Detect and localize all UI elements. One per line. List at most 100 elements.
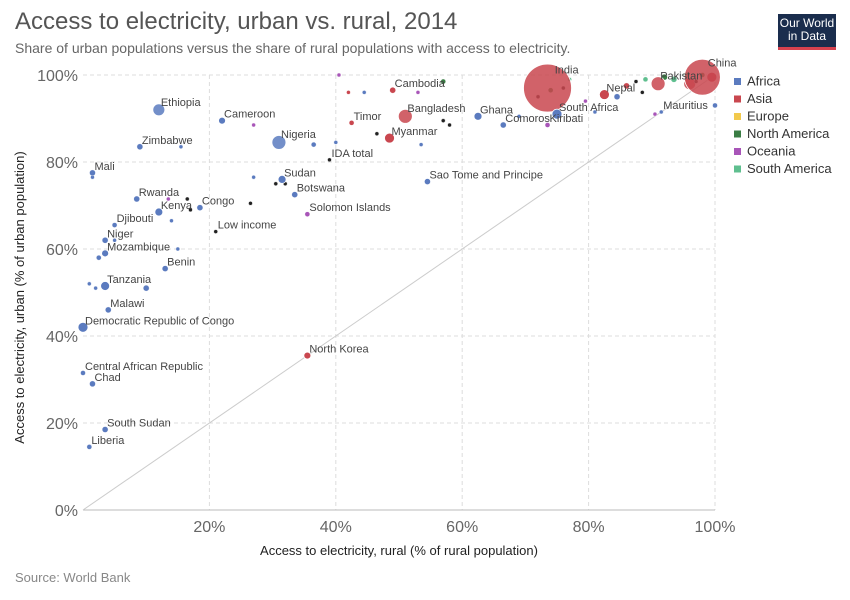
data-point-mali[interactable] [89, 169, 96, 177]
legend-item[interactable]: Oceania [747, 144, 796, 159]
data-point-north-korea[interactable] [303, 351, 312, 360]
data-point[interactable] [592, 109, 598, 115]
data-point[interactable] [447, 122, 452, 128]
data-point-mauritius[interactable] [659, 109, 664, 115]
data-point-myanmar[interactable] [384, 132, 395, 144]
data-point[interactable] [516, 114, 522, 119]
data-point-malawi[interactable] [105, 306, 112, 314]
data-point[interactable] [248, 201, 253, 206]
point-label: Solomon Islands [309, 202, 391, 214]
data-point-comoros[interactable] [500, 121, 507, 129]
data-point-china[interactable] [683, 58, 721, 96]
data-point-bangladesh[interactable] [397, 108, 413, 124]
data-point-mozambique[interactable] [101, 249, 110, 258]
data-point-sudan[interactable] [277, 174, 287, 184]
data-point-kenya[interactable] [154, 207, 164, 217]
data-point[interactable] [251, 175, 256, 180]
data-point-cambodia[interactable] [389, 87, 396, 94]
legend-swatch [734, 165, 741, 173]
data-point[interactable] [175, 246, 181, 252]
data-point[interactable] [273, 181, 278, 186]
data-point-ghana[interactable] [473, 111, 483, 121]
data-point-kiribati[interactable] [544, 122, 551, 128]
data-point[interactable] [96, 255, 102, 261]
data-point-solomon-islands[interactable] [304, 211, 311, 217]
legend-item[interactable]: North America [747, 126, 830, 141]
data-point[interactable] [178, 144, 184, 149]
data-point[interactable] [87, 281, 92, 286]
data-point[interactable] [112, 238, 117, 243]
y-axis-title: Access to electricity, urban (% of urban… [12, 151, 27, 443]
point-label: Kiribati [550, 113, 584, 125]
y-tick-label: 80% [46, 155, 78, 172]
legend[interactable]: Africa Asia Europe North America Oceania Sout… [734, 74, 832, 177]
data-point[interactable] [93, 285, 98, 291]
data-point[interactable] [362, 90, 367, 95]
legend-item[interactable]: South America [747, 161, 832, 176]
data-point[interactable] [415, 90, 421, 95]
data-point-sao-tome-and-principe[interactable] [424, 178, 431, 185]
chart-subtitle: Share of urban populations versus the sh… [15, 40, 571, 56]
data-point-south-sudan[interactable] [101, 426, 109, 433]
data-point-ida-total[interactable] [327, 157, 332, 163]
y-tick-label: 40% [46, 329, 78, 346]
chart-title: Access to electricity, urban vs. rural, … [15, 8, 458, 35]
data-point-botswana[interactable] [291, 191, 298, 198]
data-point[interactable] [613, 93, 621, 100]
legend-item[interactable]: Africa [747, 74, 781, 89]
data-point-rwanda[interactable] [133, 195, 140, 203]
data-point[interactable] [441, 118, 446, 123]
data-point-niger[interactable] [101, 237, 109, 244]
data-point-nigeria[interactable] [271, 135, 287, 150]
legend-item[interactable]: Europe [747, 109, 789, 124]
data-point-djibouti[interactable] [111, 222, 118, 228]
data-point[interactable] [333, 140, 338, 145]
data-point[interactable] [188, 207, 193, 213]
data-point[interactable] [633, 79, 639, 84]
data-point[interactable] [440, 78, 446, 85]
point-label: Cameroon [224, 109, 275, 121]
data-point-south-africa[interactable] [551, 108, 563, 120]
data-point-liberia[interactable] [86, 444, 93, 450]
data-point-zimbabwe[interactable] [136, 143, 144, 150]
data-point[interactable] [346, 90, 351, 95]
data-point[interactable] [583, 98, 588, 104]
data-point-timor[interactable] [348, 120, 355, 126]
data-point[interactable] [336, 72, 342, 78]
legend-swatch [734, 78, 741, 85]
data-point[interactable] [374, 131, 380, 136]
data-point[interactable] [670, 76, 678, 83]
data-point[interactable] [418, 142, 424, 147]
owid-logo[interactable]: Our World in Data [778, 14, 836, 50]
data-point[interactable] [712, 102, 718, 109]
point-label: IDA total [331, 148, 373, 160]
data-point[interactable] [310, 141, 317, 148]
data-point[interactable] [142, 284, 150, 292]
data-point[interactable] [185, 196, 190, 202]
data-point-central-african-republic[interactable] [80, 370, 86, 376]
data-point-benin[interactable] [161, 265, 169, 272]
data-point-india[interactable] [523, 63, 572, 113]
data-point-democratic-republic-of-congo[interactable] [77, 321, 89, 333]
logo-line-1: Our World [779, 16, 835, 30]
point-label: Cambodia [395, 78, 446, 90]
data-point-congo[interactable] [196, 204, 204, 211]
data-point-ethiopia[interactable] [152, 103, 166, 117]
data-point[interactable] [642, 76, 649, 83]
x-tick-label: 80% [573, 519, 605, 536]
data-point[interactable] [652, 111, 658, 117]
data-point-low-income[interactable] [213, 229, 218, 234]
point-label: Rwanda [139, 187, 180, 199]
legend-swatch [734, 113, 741, 120]
data-point[interactable] [640, 90, 645, 95]
data-point[interactable] [169, 218, 174, 223]
data-point-nepal[interactable] [599, 89, 610, 100]
data-point-chad[interactable] [89, 380, 96, 388]
data-point[interactable] [166, 196, 171, 202]
data-point-tanzania[interactable] [100, 281, 111, 291]
legend-item[interactable]: Asia [747, 91, 773, 106]
data-point[interactable] [623, 82, 630, 90]
data-point-pakistan[interactable] [650, 76, 666, 92]
data-point-cameroon[interactable] [218, 116, 226, 125]
data-point[interactable] [251, 122, 256, 128]
